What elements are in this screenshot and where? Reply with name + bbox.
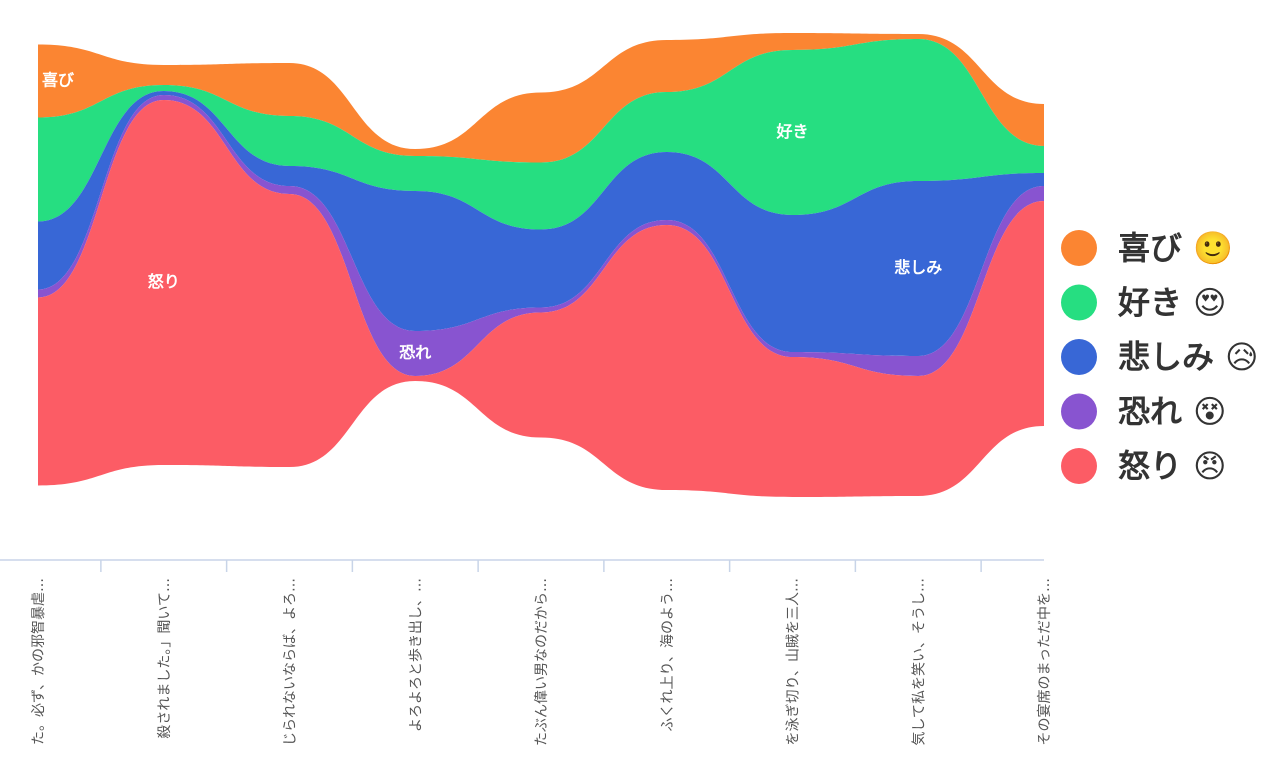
legend-name: 悲しみ: [1118, 338, 1214, 376]
stream-layers: [38, 33, 1044, 497]
layer-label: 悲しみ: [894, 258, 942, 277]
legend-icon: 🙂: [1193, 229, 1233, 267]
x-tick-label: たぶん偉い男なのだから…: [534, 578, 550, 746]
legend-name: 喜び: [1118, 229, 1182, 267]
legend-name: 好き: [1117, 284, 1182, 322]
layer-label: 怒り: [148, 272, 180, 291]
legend-label: 怒り 😠: [1118, 447, 1227, 485]
x-tick-label: 気して私を笑い、そうし…: [911, 578, 927, 746]
x-tick-label: 殺されました。」聞いて…: [157, 578, 173, 739]
legend-swatch: [1061, 448, 1097, 484]
stream-layer: [38, 33, 1044, 163]
x-tick-label: ふくれ上り、海のよう…: [660, 578, 676, 731]
stream-layer: [38, 100, 1044, 497]
legend-label: 悲しみ 😥: [1118, 338, 1259, 376]
legend-icon: 😍: [1193, 284, 1226, 322]
legend-swatch: [1061, 393, 1097, 430]
x-tick-label: た。必ず、かの邪智暴虐…: [31, 578, 47, 745]
x-tick-label: を泳ぎ切り、山賊を三人…: [786, 578, 802, 745]
x-tick-label: よろよろと歩き出し、…: [408, 578, 424, 732]
stream-layer: [38, 95, 1044, 376]
stream-layer: [38, 39, 1044, 230]
legend-label: 喜び 🙂: [1118, 229, 1233, 267]
x-tick-label: その宴席のまっただ中を…: [1036, 578, 1053, 745]
legend-icon: 😥: [1225, 338, 1258, 376]
legend-name: 恐れ: [1118, 393, 1182, 431]
legend-icon: 😠: [1193, 447, 1226, 485]
legend-icon: 😵: [1193, 393, 1226, 431]
legend-swatch: [1061, 230, 1097, 266]
layer-label: 喜び: [42, 71, 75, 90]
legend-swatch: [1061, 284, 1097, 321]
layer-label: 好き: [775, 122, 808, 141]
legend-name: 怒り: [1118, 447, 1182, 485]
legend-label: 好き 😍: [1117, 284, 1227, 322]
legend-label: 恐れ 😵: [1118, 393, 1227, 431]
stream-layer: [38, 91, 1044, 356]
x-tick-label: じられないならば、よろ…: [283, 578, 299, 746]
legend-swatch: [1061, 339, 1097, 375]
layer-label: 恐れ: [399, 343, 431, 362]
